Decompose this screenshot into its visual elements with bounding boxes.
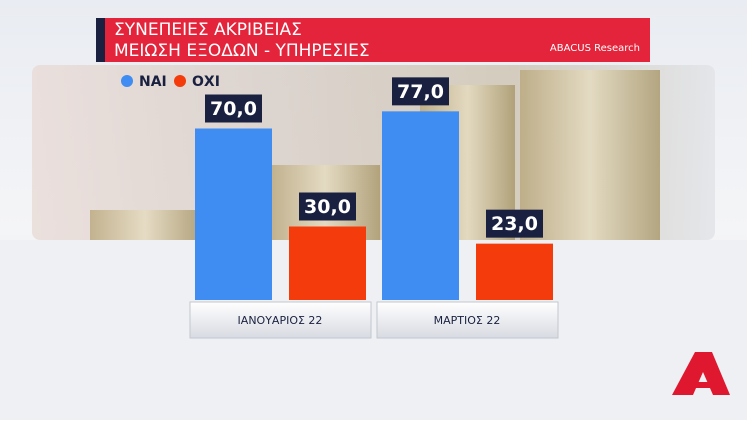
- title: ΣΥΝΕΠΕΙΕΣ ΑΚΡΙΒΕΙΑΣ: [114, 20, 302, 40]
- value-label-box: [205, 94, 262, 123]
- category-label: ΜΑΡΤΙΟΣ 22: [434, 314, 501, 327]
- legend-label: ΟΧΙ: [192, 74, 220, 90]
- category-plate: [376, 301, 559, 339]
- title-box: [96, 18, 650, 62]
- legend-label: ΝΑΙ: [139, 74, 167, 90]
- value-label: 70,0: [210, 98, 257, 120]
- category-label: ΙΑΝΟΥΑΡΙΟΣ 22: [238, 314, 323, 327]
- value-label: 77,0: [397, 81, 444, 103]
- bar: [382, 111, 459, 300]
- source: ABACUS Research: [550, 43, 640, 54]
- value-label: 30,0: [304, 196, 351, 218]
- value-label-box: [392, 77, 449, 106]
- subtitle: ΜΕΙΩΣΗ ΕΞΟΔΩΝ - ΥΠΗΡΕΣΙΕΣ: [114, 41, 370, 61]
- category-plate: [189, 301, 372, 339]
- bar: [195, 128, 272, 300]
- bar: [289, 226, 366, 300]
- value-label-box: [486, 209, 543, 238]
- logo: [672, 352, 730, 395]
- legend-dot: [174, 75, 186, 87]
- legend-dot: [121, 75, 133, 87]
- value-label: 23,0: [491, 213, 538, 235]
- bar: [476, 243, 553, 300]
- value-label-box: [299, 192, 356, 221]
- floor: [0, 240, 747, 420]
- title-accent: [96, 18, 105, 62]
